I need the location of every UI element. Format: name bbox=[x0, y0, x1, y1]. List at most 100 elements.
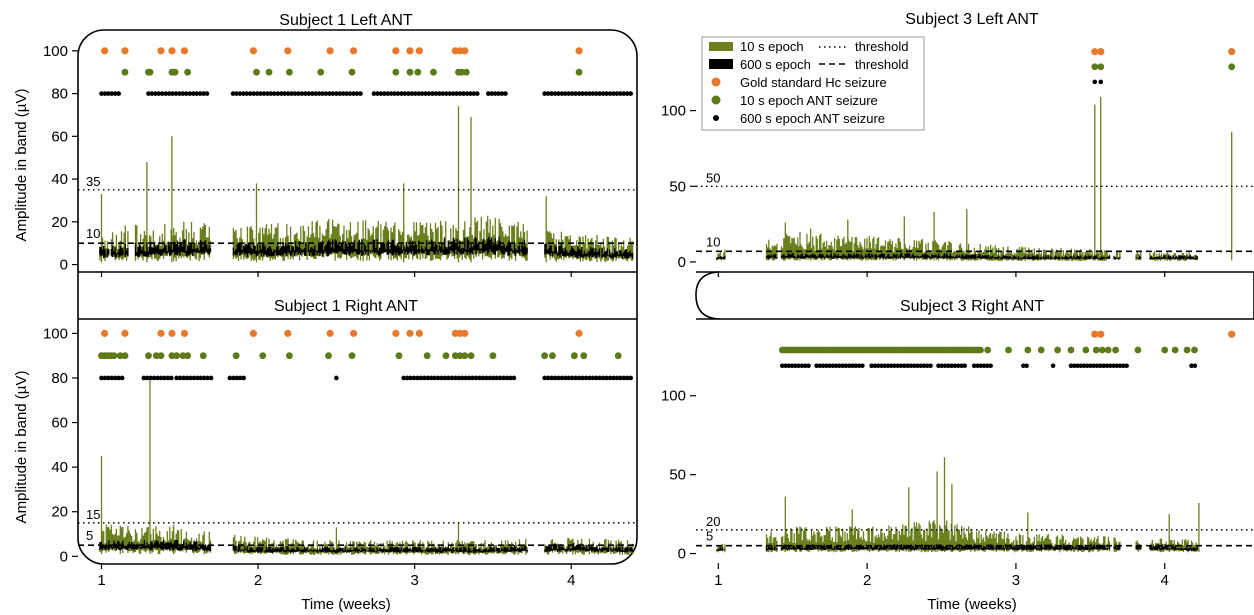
ant10-seizure-marker bbox=[1054, 346, 1061, 354]
ant600-seizure-marker bbox=[485, 91, 491, 96]
ant600-seizure-marker bbox=[1068, 363, 1074, 369]
ant600-seizure-marker bbox=[289, 91, 294, 96]
gold-seizure-marker bbox=[1097, 48, 1105, 56]
ant600-seizure-marker bbox=[148, 375, 153, 381]
ant600-seizure-marker bbox=[796, 363, 801, 369]
y-tick-label: 40 bbox=[51, 459, 68, 476]
threshold-10s-label: 35 bbox=[86, 174, 100, 189]
ant600-seizure-marker bbox=[593, 91, 599, 96]
gold-seizure-marker bbox=[168, 47, 176, 55]
ant600-seizure-marker bbox=[975, 363, 980, 369]
ant600-seizure-marker bbox=[911, 363, 917, 369]
ant600-seizure-marker bbox=[99, 91, 104, 96]
ant600-seizure-marker bbox=[566, 91, 572, 96]
ant600-seizure-marker bbox=[562, 91, 568, 96]
ant600-seizure-marker bbox=[503, 91, 508, 96]
ant600-seizure-marker bbox=[501, 375, 506, 381]
gold-seizure-marker bbox=[326, 47, 334, 55]
ant600-seizure-marker bbox=[1091, 363, 1097, 369]
gold-seizure-marker bbox=[101, 329, 109, 337]
threshold-600s-label: 10 bbox=[706, 234, 720, 249]
ant600-seizure-marker bbox=[251, 91, 256, 96]
ant600-seizure-marker bbox=[194, 91, 199, 96]
ant600-seizure-marker bbox=[978, 363, 984, 369]
legend-swatch-10s bbox=[709, 42, 733, 51]
ant600-seizure-marker bbox=[227, 375, 233, 381]
ant600-seizure-marker bbox=[1101, 363, 1107, 369]
ant10-seizure-marker bbox=[575, 68, 583, 76]
legend-label-threshold-2: threshold bbox=[855, 57, 908, 72]
ant600-seizure-marker bbox=[425, 375, 431, 381]
ant600-seizure-marker bbox=[116, 91, 122, 96]
ant600-seizure-marker bbox=[275, 91, 281, 96]
ant10-seizure-marker bbox=[451, 352, 459, 360]
ant10-seizure-marker bbox=[1092, 346, 1100, 354]
ant10-seizure-marker bbox=[406, 68, 414, 76]
ant600-seizure-marker bbox=[860, 363, 865, 369]
ant600-seizure-marker bbox=[282, 91, 287, 96]
ant600-seizure-marker bbox=[432, 375, 437, 381]
ant600-seizure-marker bbox=[621, 375, 627, 381]
y-tick-label: 50 bbox=[669, 467, 686, 484]
ant600-seizure-marker bbox=[959, 363, 964, 369]
ant600-seizure-marker bbox=[177, 375, 183, 381]
y-tick-label: 60 bbox=[51, 415, 68, 432]
ant600-seizure-marker bbox=[946, 363, 951, 369]
y-tick-label: 0 bbox=[60, 257, 68, 274]
ant600-seizure-marker bbox=[875, 363, 881, 369]
ant600-seizure-marker bbox=[395, 91, 401, 96]
ant600-seizure-marker bbox=[600, 91, 606, 96]
ant600-seizure-marker bbox=[247, 91, 253, 96]
ant600-seizure-marker bbox=[1050, 363, 1056, 369]
ant600-seizure-marker bbox=[456, 375, 462, 381]
ant600-seizure-marker bbox=[580, 375, 585, 381]
ant600-seizure-marker bbox=[453, 375, 458, 381]
ant600-seizure-marker bbox=[1107, 363, 1113, 369]
ant600-seizure-marker bbox=[180, 91, 186, 96]
y-tick-label: 20 bbox=[51, 504, 68, 521]
ant600-seizure-marker bbox=[833, 363, 839, 369]
ant600-seizure-marker bbox=[853, 363, 859, 369]
ant600-seizure-marker bbox=[1124, 363, 1129, 369]
ant600-seizure-marker bbox=[600, 375, 606, 381]
legend-label-threshold-1: threshold bbox=[855, 39, 908, 54]
ant600-seizure-marker bbox=[587, 375, 592, 381]
ant600-seizure-marker bbox=[440, 91, 446, 96]
ant10-seizure-marker bbox=[1097, 63, 1105, 71]
ant600-seizure-marker bbox=[872, 363, 878, 369]
ant600-seizure-marker bbox=[399, 91, 404, 96]
ant600-seizure-marker bbox=[102, 375, 108, 381]
ant600-seizure-marker bbox=[461, 91, 466, 96]
ant600-seizure-marker bbox=[116, 375, 122, 381]
ant10-seizure-marker bbox=[1171, 346, 1179, 354]
ant600-seizure-marker bbox=[450, 91, 456, 96]
ant600-seizure-marker bbox=[473, 375, 479, 381]
ant600-seizure-marker bbox=[428, 375, 434, 381]
ant600-seizure-marker bbox=[587, 91, 592, 96]
ant10-seizure-marker bbox=[121, 68, 129, 76]
ant600-seizure-marker bbox=[412, 91, 418, 96]
ant10-seizure-marker bbox=[1037, 346, 1045, 354]
ant600-seizure-marker bbox=[404, 375, 410, 381]
ant600-seizure-marker bbox=[146, 91, 151, 96]
ant10-seizure-marker bbox=[614, 352, 622, 360]
ant600-seizure-marker bbox=[583, 91, 589, 96]
ant600-seizure-marker bbox=[392, 91, 397, 96]
ant600-seizure-marker bbox=[159, 91, 165, 96]
ant10-seizure-marker bbox=[348, 68, 356, 76]
ant600-seizure-marker bbox=[549, 91, 554, 96]
legend-label-ant10: 10 s epoch ANT seizure bbox=[740, 93, 878, 108]
ant600-seizure-marker bbox=[463, 375, 468, 381]
ant10-seizure-marker bbox=[430, 68, 437, 76]
panel-frame-left bbox=[77, 29, 638, 565]
ant600-seizure-marker bbox=[1088, 363, 1093, 369]
gold-seizure-marker bbox=[1091, 330, 1099, 338]
ant600-seizure-marker bbox=[885, 363, 891, 369]
gold-seizure-marker bbox=[575, 329, 583, 337]
gold-seizure-marker bbox=[180, 329, 189, 337]
ant600-seizure-marker bbox=[285, 91, 291, 96]
ant10-seizure-marker bbox=[570, 352, 578, 360]
ant10-seizure-marker bbox=[462, 68, 470, 76]
ant10-seizure-marker bbox=[458, 68, 466, 76]
ant600-seizure-marker bbox=[237, 375, 243, 381]
